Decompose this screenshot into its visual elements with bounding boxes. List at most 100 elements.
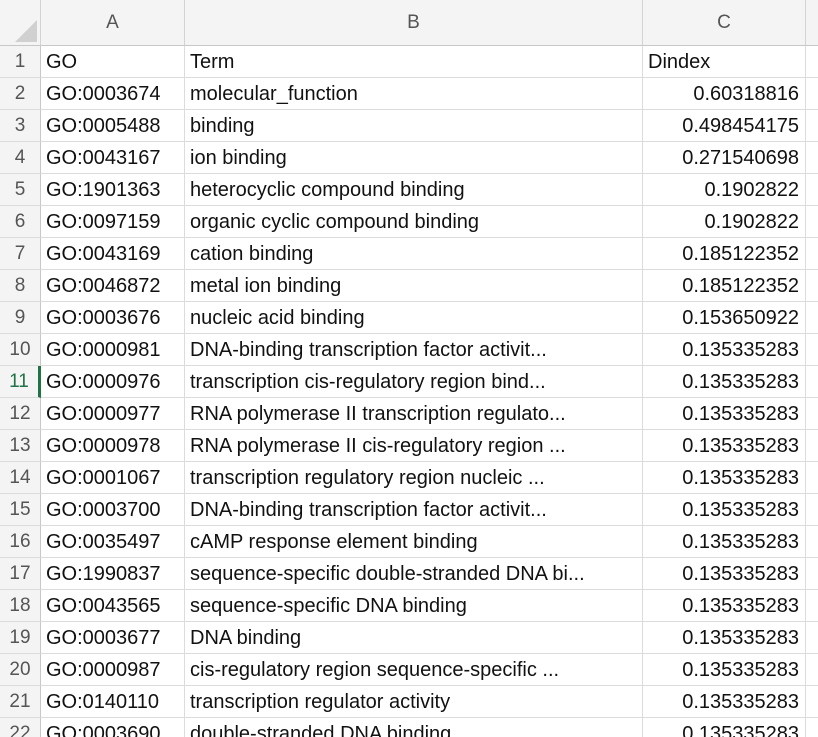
row-header[interactable]: 4 (0, 142, 41, 174)
cell-empty[interactable] (806, 366, 818, 398)
cell-empty[interactable] (806, 526, 818, 558)
cell-go-id[interactable]: GO:0046872 (41, 270, 185, 302)
cell-dindex[interactable]: 0.135335283 (643, 686, 806, 718)
row-header[interactable]: 19 (0, 622, 41, 654)
cell-dindex[interactable]: 0.498454175 (643, 110, 806, 142)
cell-dindex[interactable]: 0.1902822 (643, 206, 806, 238)
row-header[interactable]: 14 (0, 462, 41, 494)
cell-term[interactable]: organic cyclic compound binding (185, 206, 643, 238)
cell-dindex[interactable]: 0.135335283 (643, 622, 806, 654)
column-header-a[interactable]: A (41, 0, 185, 46)
cell-dindex[interactable]: 0.135335283 (643, 494, 806, 526)
cell-dindex[interactable]: 0.185122352 (643, 238, 806, 270)
cell-term[interactable]: nucleic acid binding (185, 302, 643, 334)
cell-go-id[interactable]: GO:0035497 (41, 526, 185, 558)
row-header[interactable]: 22 (0, 718, 41, 737)
cell-term[interactable]: binding (185, 110, 643, 142)
cell-empty[interactable] (806, 494, 818, 526)
cell-dindex[interactable]: 0.185122352 (643, 270, 806, 302)
cell-empty[interactable] (806, 462, 818, 494)
column-header-d-partial[interactable] (806, 0, 818, 46)
cell-term[interactable]: cis-regulatory region sequence-specific … (185, 654, 643, 686)
row-header[interactable]: 21 (0, 686, 41, 718)
row-header[interactable]: 12 (0, 398, 41, 430)
cell-go-id[interactable]: GO:0000977 (41, 398, 185, 430)
cell-dindex[interactable]: 0.135335283 (643, 558, 806, 590)
row-header[interactable]: 18 (0, 590, 41, 622)
cell-term[interactable]: RNA polymerase II cis-regulatory region … (185, 430, 643, 462)
cell-term[interactable]: DNA binding (185, 622, 643, 654)
cell-go-id[interactable]: GO:0003690 (41, 718, 185, 737)
cell-empty[interactable] (806, 430, 818, 462)
cell-dindex[interactable]: 0.135335283 (643, 366, 806, 398)
cell-empty[interactable] (806, 270, 818, 302)
cell-empty[interactable] (806, 78, 818, 110)
cell-term[interactable]: ion binding (185, 142, 643, 174)
row-header[interactable]: 8 (0, 270, 41, 302)
cell-go-id[interactable]: GO:1990837 (41, 558, 185, 590)
column-header-c[interactable]: C (643, 0, 806, 46)
cell-go-id[interactable]: GO:0043167 (41, 142, 185, 174)
cell-empty[interactable] (806, 654, 818, 686)
cell-go-id[interactable]: GO:0001067 (41, 462, 185, 494)
cell-dindex[interactable]: 0.135335283 (643, 654, 806, 686)
cell-dindex[interactable]: 0.135335283 (643, 590, 806, 622)
cell-dindex[interactable]: 0.135335283 (643, 526, 806, 558)
cell-go-id[interactable]: GO:0003676 (41, 302, 185, 334)
cell-empty[interactable] (806, 142, 818, 174)
cell-term[interactable]: double-stranded DNA binding (185, 718, 643, 737)
cell-dindex[interactable]: 0.60318816 (643, 78, 806, 110)
cell-empty[interactable] (806, 558, 818, 590)
cell-empty[interactable] (806, 334, 818, 366)
cell-go-id[interactable]: GO:1901363 (41, 174, 185, 206)
cell-go-id[interactable]: GO:0043565 (41, 590, 185, 622)
cell-empty[interactable] (806, 238, 818, 270)
cell-go-id[interactable]: GO:0003677 (41, 622, 185, 654)
cell-dindex[interactable]: 0.135335283 (643, 398, 806, 430)
cell-empty[interactable] (806, 302, 818, 334)
row-header[interactable]: 11 (0, 366, 41, 398)
cell-empty[interactable] (806, 622, 818, 654)
cell-term[interactable]: sequence-specific DNA binding (185, 590, 643, 622)
cell-dindex[interactable]: 0.153650922 (643, 302, 806, 334)
cell-empty[interactable] (806, 686, 818, 718)
cell-dindex[interactable]: 0.271540698 (643, 142, 806, 174)
cell-term[interactable]: RNA polymerase II transcription regulato… (185, 398, 643, 430)
cell-dindex[interactable]: 0.1902822 (643, 174, 806, 206)
select-all-corner[interactable] (0, 0, 41, 46)
cell-go-id[interactable]: GO:0003674 (41, 78, 185, 110)
row-header[interactable]: 13 (0, 430, 41, 462)
row-header[interactable]: 15 (0, 494, 41, 526)
cell-term[interactable]: transcription cis-regulatory region bind… (185, 366, 643, 398)
row-header[interactable]: 6 (0, 206, 41, 238)
cell-term[interactable]: transcription regulator activity (185, 686, 643, 718)
cell-term[interactable]: sequence-specific double-stranded DNA bi… (185, 558, 643, 590)
cell-dindex[interactable]: 0.135335283 (643, 334, 806, 366)
cell-term[interactable]: cAMP response element binding (185, 526, 643, 558)
cell-go-id[interactable]: GO:0000978 (41, 430, 185, 462)
cell-term[interactable]: molecular_function (185, 78, 643, 110)
cell-go-id[interactable]: GO:0000987 (41, 654, 185, 686)
row-header[interactable]: 7 (0, 238, 41, 270)
cell-empty[interactable] (806, 46, 818, 78)
cell-dindex[interactable]: 0.135335283 (643, 718, 806, 737)
cell-empty[interactable] (806, 206, 818, 238)
cell-dindex[interactable]: 0.135335283 (643, 462, 806, 494)
row-header[interactable]: 5 (0, 174, 41, 206)
cell-term[interactable]: cation binding (185, 238, 643, 270)
cell-empty[interactable] (806, 398, 818, 430)
column-header-b[interactable]: B (185, 0, 643, 46)
cell-dindex[interactable]: 0.135335283 (643, 430, 806, 462)
cell-term[interactable]: Term (185, 46, 643, 78)
cell-go-id[interactable]: GO:0000981 (41, 334, 185, 366)
cell-go-id[interactable]: GO:0043169 (41, 238, 185, 270)
cell-go-id[interactable]: GO:0005488 (41, 110, 185, 142)
cell-empty[interactable] (806, 590, 818, 622)
row-header[interactable]: 20 (0, 654, 41, 686)
cell-go-id[interactable]: GO:0003700 (41, 494, 185, 526)
row-header[interactable]: 1 (0, 46, 41, 78)
row-header[interactable]: 9 (0, 302, 41, 334)
row-header[interactable]: 2 (0, 78, 41, 110)
cell-term[interactable]: DNA-binding transcription factor activit… (185, 334, 643, 366)
cell-go-id[interactable]: GO (41, 46, 185, 78)
